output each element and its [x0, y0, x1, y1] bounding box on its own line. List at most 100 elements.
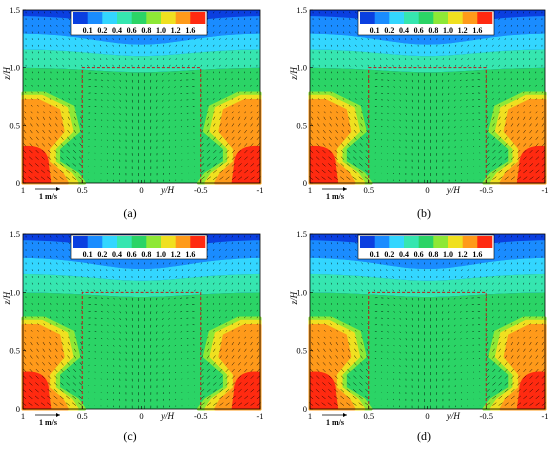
vector-arrow — [53, 382, 58, 386]
vector-arrow — [206, 348, 210, 352]
vector-arrow — [387, 311, 390, 313]
vector-arrow — [206, 309, 208, 312]
vector-arrow — [80, 98, 83, 100]
vector-arrow — [330, 249, 332, 251]
vector-arrow — [68, 275, 70, 278]
vector-arrow — [448, 113, 450, 116]
vector-arrow — [330, 276, 332, 278]
vector-arrow — [367, 323, 369, 326]
vector-arrow — [342, 18, 345, 21]
vector-arrow — [461, 38, 463, 41]
vector-arrow — [510, 104, 513, 107]
vector-arrow — [541, 382, 546, 386]
vector-arrow — [125, 318, 127, 321]
vector-arrow — [244, 176, 249, 180]
vector-arrow — [473, 58, 475, 61]
vector-arrow — [479, 282, 482, 285]
vector-arrow — [206, 44, 209, 47]
vector-arrow — [74, 111, 77, 114]
vector-arrow — [67, 129, 70, 134]
vector-arrow — [329, 348, 332, 352]
vector-arrow — [442, 79, 444, 83]
vector-arrow — [365, 156, 369, 160]
vector-arrow — [225, 329, 228, 332]
vector-arrow — [504, 169, 509, 174]
vector-arrow — [206, 402, 211, 406]
vector-arrow — [510, 163, 515, 167]
vector-arrow — [387, 92, 389, 95]
vector-arrow — [225, 38, 227, 41]
vector-arrow — [212, 84, 215, 87]
vector-arrow — [213, 255, 215, 258]
vector-arrow — [486, 149, 490, 154]
vector-arrow — [55, 341, 58, 346]
vector-arrow — [510, 136, 514, 140]
vector-arrow — [72, 389, 77, 393]
vector-arrow — [231, 58, 233, 60]
vector-arrow — [317, 123, 320, 127]
vector-arrow — [53, 402, 58, 406]
vector-arrow — [361, 38, 363, 41]
vector-arrow — [72, 402, 77, 406]
vector-arrow — [250, 104, 253, 107]
y-tick-label: 0.5 — [9, 346, 20, 356]
vector-arrow — [107, 304, 109, 306]
vector-arrow — [23, 129, 27, 134]
vector-arrow — [238, 362, 241, 366]
vector-arrow — [87, 269, 89, 272]
vector-arrow — [180, 351, 183, 353]
vector-arrow — [78, 156, 83, 160]
panel-caption: (c) — [123, 429, 136, 443]
vector-arrow — [225, 235, 227, 238]
vector-arrow — [250, 91, 252, 94]
vector-arrow — [529, 84, 531, 87]
vector-arrow — [448, 93, 450, 96]
vector-arrow — [411, 93, 413, 96]
vector-arrow — [156, 73, 158, 76]
vector-arrow — [162, 113, 164, 116]
vector-arrow — [516, 249, 519, 251]
vector-arrow — [333, 176, 338, 180]
vector-arrow — [523, 143, 527, 147]
vector-arrow — [479, 262, 482, 265]
vector-arrow — [28, 169, 33, 174]
vector-arrow — [355, 262, 357, 265]
vector-arrow — [336, 111, 338, 114]
vector-arrow — [47, 402, 52, 406]
vector-arrow — [87, 262, 89, 265]
vector-arrow — [486, 38, 488, 41]
vector-arrow — [541, 323, 544, 326]
vector-arrow — [36, 111, 39, 114]
vector-arrow — [466, 317, 468, 319]
vector-arrow — [44, 249, 46, 251]
vector-arrow — [355, 235, 357, 238]
vector-arrow — [504, 329, 507, 332]
vector-arrow — [219, 116, 222, 120]
vector-arrow — [231, 262, 233, 265]
vector-arrow — [231, 51, 233, 54]
vector-arrow — [219, 18, 221, 21]
vector-arrow — [347, 149, 351, 154]
vector-arrow — [529, 329, 532, 332]
vector-arrow — [225, 98, 227, 100]
vector-arrow — [219, 11, 221, 14]
vector-arrow — [78, 382, 83, 386]
vector-arrow — [348, 336, 351, 339]
vector-arrow — [174, 132, 176, 135]
vector-arrow — [535, 382, 540, 386]
vector-arrow — [523, 51, 525, 54]
vector-arrow — [44, 262, 46, 265]
vector-arrow — [93, 38, 95, 41]
vector-arrow — [41, 149, 45, 154]
vector-arrow — [231, 78, 233, 80]
vector-arrow — [200, 389, 205, 393]
vector-arrow — [517, 163, 521, 167]
vector-arrow — [380, 51, 382, 54]
vector-arrow — [156, 318, 158, 321]
vector-arrow — [359, 136, 363, 140]
vector-arrow — [498, 289, 500, 292]
vector-arrow — [479, 51, 482, 54]
vector-arrow — [380, 64, 382, 67]
vector-arrow — [455, 44, 457, 47]
vector-arrow — [174, 79, 176, 82]
